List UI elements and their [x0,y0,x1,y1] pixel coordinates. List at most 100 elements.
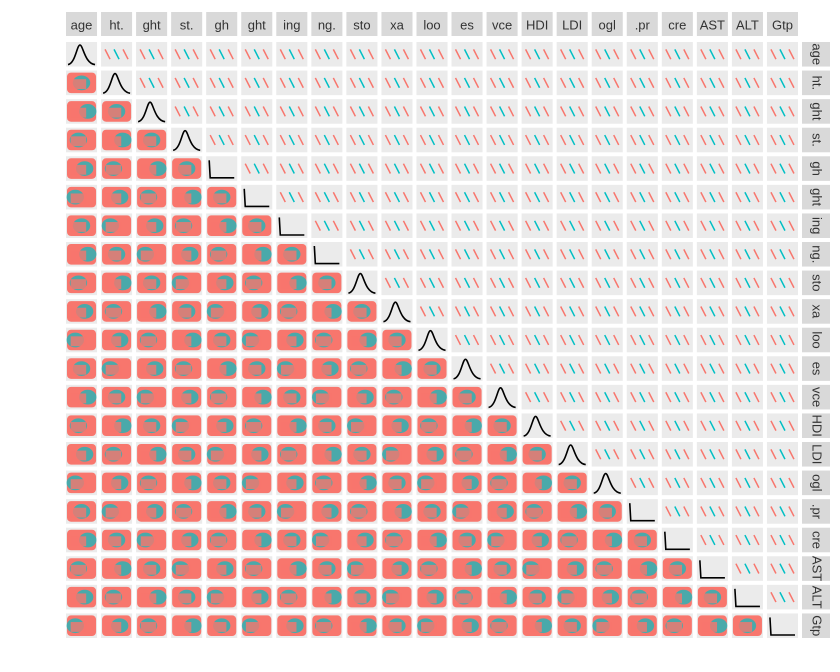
corr-glyph [358,134,366,146]
right-strip [802,499,830,524]
corr-glyph [139,49,146,60]
top-strip [276,12,308,36]
corr-glyph [613,363,620,374]
corr-glyph [735,477,742,489]
scatter-cloud [70,250,87,261]
corr-glyph [253,77,260,89]
corr-glyph [735,363,742,374]
corr-glyph [402,277,410,289]
corr-glyph [718,220,725,231]
corr-glyph [507,220,515,231]
corr-glyph [524,306,532,317]
corr-glyph [665,306,672,317]
scatter-cloud [140,564,157,575]
corr-glyph [253,134,260,146]
corr-glyph [779,49,786,60]
panel-bg [206,156,238,181]
corr-glyph [779,220,786,231]
corr-glyph [498,163,506,174]
scatter-cloud [70,79,87,89]
scatter-cloud [70,622,87,632]
corr-glyph [577,191,585,203]
corr-glyph [788,534,795,546]
corr-glyph [744,334,751,346]
corr-glyph [244,134,251,146]
scatter-cloud [456,564,472,575]
corr-glyph [393,49,401,60]
corr-glyph [604,49,611,60]
scatter-cloud [456,622,472,632]
corr-glyph [428,191,436,203]
corr-glyph [498,191,506,203]
scatter-cloud [70,364,87,375]
corr-glyph [604,191,611,203]
scatter-cloud [315,422,332,432]
corr-glyph [630,163,637,174]
corr-glyph [674,77,681,89]
corr-glyph [718,277,725,289]
right-strip-label: age [810,43,825,65]
corr-glyph [323,220,331,231]
corr-glyph [542,134,550,146]
corr-glyph [674,449,681,460]
corr-glyph [595,249,602,260]
corr-glyph [709,306,716,317]
top-strip-label: Gtp [772,17,793,32]
corr-glyph [665,277,672,289]
corr-glyph [489,249,497,260]
scatter-cloud [210,622,227,632]
corr-glyph [332,134,340,146]
scatter-cloud [351,593,367,604]
corr-glyph [683,363,690,374]
right-strip-label: loo [810,331,825,348]
top-strip [66,12,98,36]
scatter-cloud [561,479,577,489]
corr-glyph [683,106,690,117]
corr-glyph [507,134,515,146]
right-strip [802,356,830,381]
scatter-cloud [280,593,297,604]
density [172,129,201,152]
corr-glyph [735,249,742,260]
corr-glyph [384,77,392,89]
right-strip-label: ght [810,102,825,120]
corr-glyph [568,163,576,174]
corr-glyph [559,391,567,403]
corr-glyph [674,220,681,231]
corr-glyph [209,106,216,117]
corr-glyph [613,306,620,317]
corr-glyph [709,420,716,431]
top-strip [556,12,588,36]
corr-glyph [279,191,286,203]
corr-glyph [568,191,576,203]
density [699,560,725,579]
scatter-cloud [315,307,332,318]
scatter-cloud [456,450,472,461]
corr-glyph [402,49,410,60]
corr-glyph [665,449,672,460]
scatter-cloud [140,222,157,232]
density [488,387,516,409]
scatter-cloud [70,450,87,461]
scatter-cloud [491,536,507,547]
top-strip [521,12,553,36]
corr-glyph [683,277,690,289]
density [208,160,235,179]
corr-glyph [157,49,164,60]
scatter-cloud [210,393,227,404]
corr-glyph [463,249,471,260]
corr-glyph [489,306,497,317]
right-strip-label: .pr [810,504,825,520]
corr-glyph [323,49,331,60]
corr-glyph [630,477,637,489]
corr-glyph [349,163,357,174]
corr-glyph [577,249,585,260]
scatter-cloud [491,450,507,461]
right-strip [802,584,830,610]
scatter-cloud [245,222,262,232]
corr-glyph [700,534,707,546]
right-strip [802,413,830,438]
corr-glyph [472,306,480,317]
corr-glyph [674,134,681,146]
corr-glyph [463,77,471,89]
